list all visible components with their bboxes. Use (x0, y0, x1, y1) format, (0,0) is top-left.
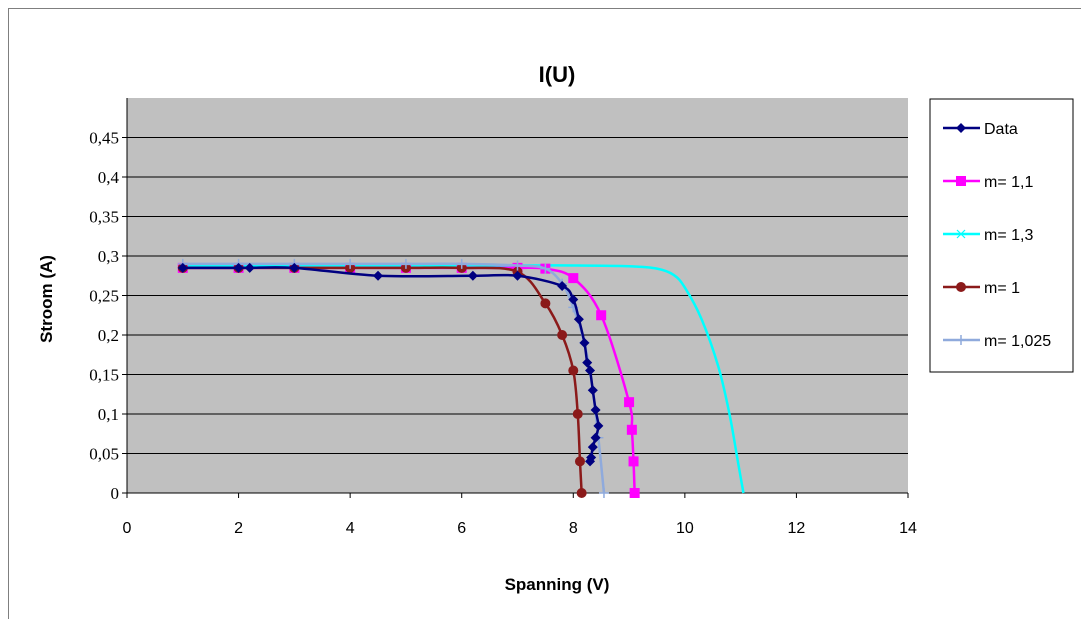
data-point (576, 488, 587, 498)
x-tick-label: 2 (234, 520, 243, 537)
legend-label: m= 1,3 (984, 227, 1033, 244)
x-tick-label: 8 (569, 520, 578, 537)
data-point (512, 270, 523, 281)
data-point (345, 258, 356, 269)
x-tick-label: 12 (788, 520, 806, 537)
legend-box (929, 98, 1074, 373)
y-tick-label: 0,4 (98, 168, 120, 187)
x-tick-label: 10 (676, 520, 694, 537)
y-tick-label: 0,3 (98, 247, 119, 266)
data-point (289, 262, 300, 273)
x-tick-label: 14 (899, 520, 917, 537)
series-line (182, 264, 745, 494)
y-tick-label: 0 (111, 484, 120, 503)
data-point (624, 397, 635, 408)
y-tick-label: 0,1 (98, 405, 119, 424)
data-point (585, 365, 596, 376)
data-point (587, 385, 598, 396)
data-point (568, 273, 579, 284)
legend-marker (956, 335, 966, 345)
legend-marker (956, 282, 966, 292)
data-point (572, 409, 583, 419)
data-point (574, 456, 585, 467)
x-tick-label: 0 (123, 520, 132, 537)
data-point (585, 456, 596, 467)
legend-label: m= 1,1 (984, 174, 1033, 191)
legend-item-2: m= 1,3 (943, 227, 1033, 244)
data-point (626, 424, 637, 435)
data-point (590, 405, 601, 416)
legend-item-3: m= 1 (943, 280, 1020, 297)
x-axis-title: Spanning (V) (505, 575, 610, 594)
chart-title: I(U) (539, 62, 576, 87)
data-point (593, 420, 604, 431)
legend: Data m= 1,1 m= 1,3 m= 1 m= 1,025 (929, 98, 1074, 373)
y-tick-label: 0,25 (89, 287, 119, 306)
x-tick-label: 6 (457, 520, 466, 537)
y-tick-label: 0,05 (89, 445, 119, 464)
data-point (573, 314, 584, 325)
legend-item-0: Data (943, 121, 1018, 138)
data-point (512, 260, 523, 271)
plot-area: 0 0,05 0,1 0,15 0,2 0,25 0,3 0,35 0,4 0,45 0 2 4 6 8 10… (89, 98, 917, 537)
data-point (568, 294, 579, 305)
data-point (628, 456, 639, 467)
series-0 (177, 262, 604, 467)
data-point (598, 488, 609, 498)
data-point (629, 488, 640, 498)
y-axis-title: Stroom (A) (37, 255, 56, 343)
data-point (540, 263, 551, 274)
series-2 (182, 264, 745, 494)
legend-item-4: m= 1,025 (943, 333, 1051, 350)
data-point (244, 262, 255, 273)
legend-item-1: m= 1,1 (943, 174, 1033, 191)
data-point (177, 262, 188, 273)
data-point (540, 298, 551, 309)
data-point (568, 365, 579, 376)
data-point (373, 270, 384, 281)
chart-frame (8, 8, 1081, 619)
data-point (579, 337, 590, 348)
legend-marker (956, 229, 966, 239)
x-tick-label: 4 (346, 520, 355, 537)
legend-label: m= 1,025 (984, 333, 1051, 350)
y-tick-label: 0,15 (89, 366, 119, 385)
data-point (557, 281, 568, 292)
data-point (467, 270, 478, 281)
data-point (400, 258, 411, 269)
y-tick-label: 0,35 (89, 208, 119, 227)
legend-label: m= 1 (984, 280, 1020, 297)
data-point (587, 442, 598, 453)
data-point (582, 357, 593, 368)
data-point (590, 432, 601, 443)
y-tick-label: 0,2 (98, 326, 119, 345)
legend-label: Data (984, 121, 1018, 138)
y-tick-label: 0,45 (89, 129, 119, 148)
data-point (557, 330, 568, 340)
data-point (233, 262, 244, 273)
legend-marker (956, 123, 966, 133)
data-point (596, 310, 607, 321)
legend-marker (956, 176, 966, 186)
data-point (456, 258, 467, 269)
